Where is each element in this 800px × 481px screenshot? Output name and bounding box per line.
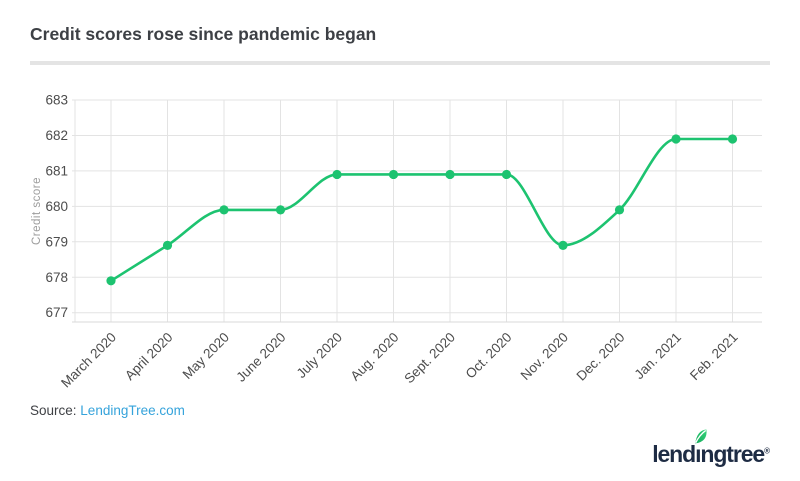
credit-score-line-chart: 677 678 679 680 681 682 683 March 2020 April 202… — [31, 93, 762, 391]
logo-text-pre: lend — [652, 441, 696, 467]
y-tick-label: 679 — [45, 234, 68, 249]
source-link[interactable]: LendingTree.com — [80, 403, 185, 418]
lendingtree-logo: lend ıngtree® — [652, 429, 770, 468]
y-tick-label: 682 — [45, 128, 68, 143]
data-point-marker — [106, 276, 116, 286]
y-tick-label: 680 — [45, 199, 68, 214]
data-point-marker — [445, 169, 455, 180]
credit-score-line — [109, 137, 734, 283]
logo-text-i: ı — [695, 441, 701, 467]
x-tick-label: Sept. 2020 — [401, 330, 458, 387]
x-tick-label: May 2020 — [180, 330, 233, 383]
x-tick-label: Dec. 2020 — [573, 330, 627, 384]
x-tick-label: April 2020 — [122, 330, 176, 384]
y-axis-title: Credit score — [31, 177, 43, 245]
y-tick-label: 681 — [45, 163, 68, 178]
x-tick-label: Oct. 2020 — [463, 330, 515, 382]
source-label: Source: — [30, 403, 77, 418]
chart-area: 677 678 679 680 681 682 683 March 2020 April 202… — [0, 70, 800, 415]
x-tick-label: Nov. 2020 — [518, 330, 571, 383]
logo-i-with-leaf: ı — [694, 429, 707, 468]
data-point-marker — [671, 134, 681, 144]
logo-text-post: ngtree — [700, 441, 765, 467]
chart-title: Credit scores rose since pandemic began — [30, 24, 377, 44]
data-point-marker — [388, 169, 399, 180]
x-tick-label: July 2020 — [294, 330, 345, 381]
y-tick-label: 678 — [45, 270, 68, 285]
data-point-marker — [219, 205, 229, 215]
data-point-marker — [275, 205, 286, 215]
data-point-marker — [558, 240, 568, 250]
data-point-marker — [614, 205, 625, 215]
x-tick-label: Aug. 2020 — [347, 330, 401, 384]
y-tick-label: 683 — [45, 93, 68, 108]
x-tick-label: Feb. 2021 — [687, 330, 741, 384]
leaf-icon — [694, 429, 707, 444]
source-line: Source: LendingTree.com — [30, 403, 185, 418]
x-tick-label: Jan. 2021 — [632, 330, 685, 383]
data-point-marker — [332, 169, 342, 180]
y-tick-label: 677 — [45, 305, 68, 320]
title-divider — [30, 61, 770, 65]
x-tick-label: March 2020 — [58, 330, 119, 391]
x-tick-label: June 2020 — [233, 330, 288, 385]
registered-mark: ® — [764, 446, 770, 456]
data-point-marker — [162, 240, 173, 250]
data-point-marker — [727, 134, 738, 144]
data-point-marker — [501, 169, 512, 180]
